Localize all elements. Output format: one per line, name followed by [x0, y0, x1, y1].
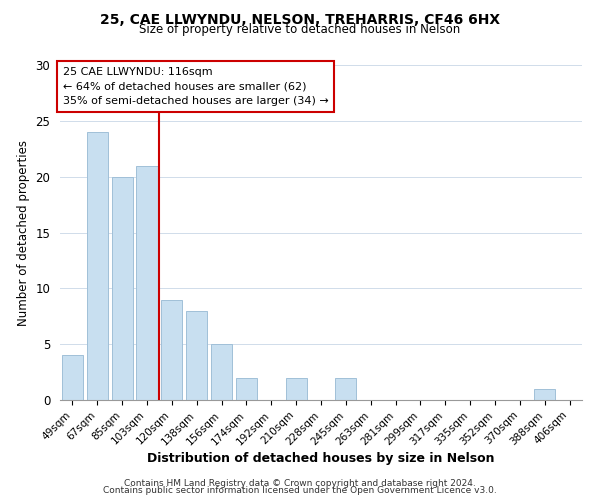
Bar [211, 344, 232, 400]
X-axis label: Distribution of detached houses by size in Nelson: Distribution of detached houses by size … [147, 452, 495, 465]
Text: 25 CAE LLWYNDU: 116sqm
← 64% of detached houses are smaller (62)
35% of semi-det: 25 CAE LLWYNDU: 116sqm ← 64% of detached… [62, 66, 328, 106]
Bar [87, 132, 108, 400]
Text: Contains HM Land Registry data © Crown copyright and database right 2024.: Contains HM Land Registry data © Crown c… [124, 478, 476, 488]
Text: 25, CAE LLWYNDU, NELSON, TREHARRIS, CF46 6HX: 25, CAE LLWYNDU, NELSON, TREHARRIS, CF46… [100, 12, 500, 26]
Bar [286, 378, 307, 400]
Bar [236, 378, 257, 400]
Bar [112, 176, 133, 400]
Bar [161, 300, 182, 400]
Text: Size of property relative to detached houses in Nelson: Size of property relative to detached ho… [139, 22, 461, 36]
Bar [62, 356, 83, 400]
Y-axis label: Number of detached properties: Number of detached properties [17, 140, 30, 326]
Bar [534, 389, 555, 400]
Text: Contains public sector information licensed under the Open Government Licence v3: Contains public sector information licen… [103, 486, 497, 495]
Bar [186, 310, 207, 400]
Bar [335, 378, 356, 400]
Bar [136, 166, 158, 400]
